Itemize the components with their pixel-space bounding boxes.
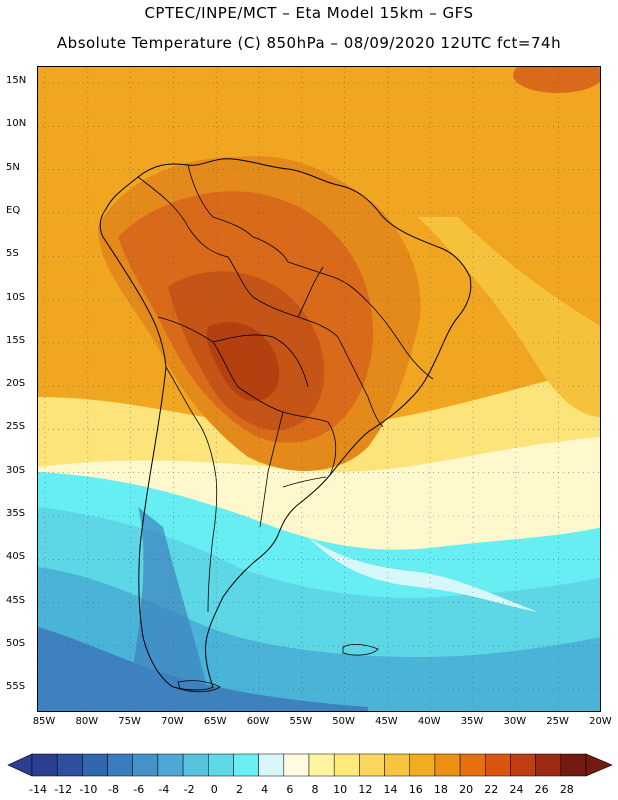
colorbar-swatch	[333, 753, 360, 777]
colorbar-swatch	[485, 753, 511, 777]
lat-label: 15S	[6, 334, 26, 346]
colorbar-label: 4	[261, 783, 269, 796]
lat-label: 50S	[6, 637, 26, 649]
falkland-islands	[342, 643, 379, 656]
colorbar-swatch	[107, 753, 133, 777]
lat-label: 20S	[6, 378, 26, 390]
colorbar-label: 8	[311, 783, 319, 796]
colorbar-swatch	[56, 753, 83, 777]
field-cold-deep	[38, 627, 368, 711]
colorbar-label: 6	[286, 783, 294, 796]
colorbar-label: 12	[358, 783, 373, 796]
colorbar-label: -14	[29, 783, 47, 796]
colorbar-label: -6	[133, 783, 145, 796]
colorbar-swatch	[208, 753, 234, 777]
lon-label: 40W	[417, 716, 441, 727]
lat-label: 5S	[6, 248, 19, 260]
chart-title-line2: Absolute Temperature (C) 850hPa – 08/09/…	[56, 34, 562, 52]
lon-label: 55W	[289, 716, 313, 727]
lon-label: 80W	[75, 716, 99, 727]
colorbar-label: 10	[333, 783, 348, 796]
lon-label: 60W	[246, 716, 270, 727]
colorbar-label: -10	[79, 783, 98, 796]
field-north-hot	[513, 67, 600, 93]
colorbar-label: 24	[509, 783, 524, 796]
field-yellow-south	[38, 367, 600, 472]
colorbar-label: 16	[408, 783, 423, 796]
colorbar-swatch	[409, 753, 436, 777]
colorbar-label: 28	[559, 783, 574, 796]
colorbar-swatch	[182, 753, 209, 777]
lat-label: 10N	[6, 118, 27, 130]
colorbar-label: 14	[383, 783, 398, 796]
colorbar-label: -2	[183, 783, 195, 796]
tierra-del-fuego	[177, 680, 221, 693]
colorbar-swatch	[560, 753, 587, 777]
lat-label: EQ	[6, 204, 21, 216]
lat-label: 55S	[6, 681, 26, 693]
lon-label: 45W	[375, 716, 398, 727]
color-scale-bar	[7, 753, 613, 777]
colorbar-swatch	[510, 753, 536, 777]
colorbar-swatch	[459, 753, 486, 777]
colorbar-label: 18	[433, 783, 448, 796]
lat-label: 40S	[6, 551, 26, 563]
colorbar-swatch	[132, 753, 159, 777]
colorbar-label: 26	[534, 783, 549, 796]
lat-label: 25S	[6, 421, 26, 433]
colorbar-swatch	[535, 753, 562, 777]
colorbar-label: 22	[484, 783, 499, 796]
country-borders	[137, 164, 434, 613]
colorbar-swatch	[434, 753, 461, 777]
chart-title-line1: CPTEC/INPE/MCT – Eta Model 15km – GFS	[144, 4, 474, 22]
colorbar-swatch	[308, 753, 335, 777]
south-america-coastline	[99, 158, 472, 691]
colorbar-swatch	[359, 753, 385, 777]
lon-label: 25W	[546, 716, 569, 727]
field-peak	[206, 322, 280, 401]
field-pale-streak	[308, 537, 538, 612]
field-andes-cold	[133, 507, 208, 692]
lat-label: 5N	[6, 161, 20, 173]
temperature-map[interactable]	[37, 66, 601, 712]
colorbar-label: -12	[54, 783, 73, 796]
colorbar-swatch	[233, 753, 259, 777]
colorbar-label: 2	[235, 783, 243, 796]
lon-label: 85W	[32, 716, 56, 727]
lon-label: 75W	[118, 716, 141, 727]
lat-label: 45S	[6, 594, 26, 606]
colorbar-swatch	[258, 753, 285, 777]
lon-label: 70W	[161, 716, 184, 727]
field-gold-east	[418, 217, 600, 417]
colorbar-swatch	[31, 753, 58, 777]
lon-label: 65W	[203, 716, 227, 727]
colorbar-label: 20	[459, 783, 474, 796]
lon-label: 30W	[503, 716, 527, 727]
colorbar-min-arrow	[7, 753, 33, 777]
lon-label: 35W	[460, 716, 484, 727]
lat-label: 10S	[6, 291, 26, 303]
lon-label: 20W	[589, 716, 612, 727]
lat-label: 30S	[6, 464, 26, 476]
colorbar-swatch	[384, 753, 410, 777]
colorbar-swatch	[157, 753, 184, 777]
colorbar-swatch	[283, 753, 310, 777]
lon-label: 50W	[332, 716, 355, 727]
colorbar-label: 0	[210, 783, 218, 796]
colorbar-max-arrow	[585, 753, 613, 777]
lat-label: 15N	[6, 75, 27, 86]
colorbar-label: -8	[108, 783, 120, 796]
colorbar-label: -4	[158, 783, 170, 796]
colorbar-swatch	[82, 753, 108, 777]
lat-lon-grid	[38, 67, 600, 711]
lat-label: 35S	[6, 508, 26, 519]
